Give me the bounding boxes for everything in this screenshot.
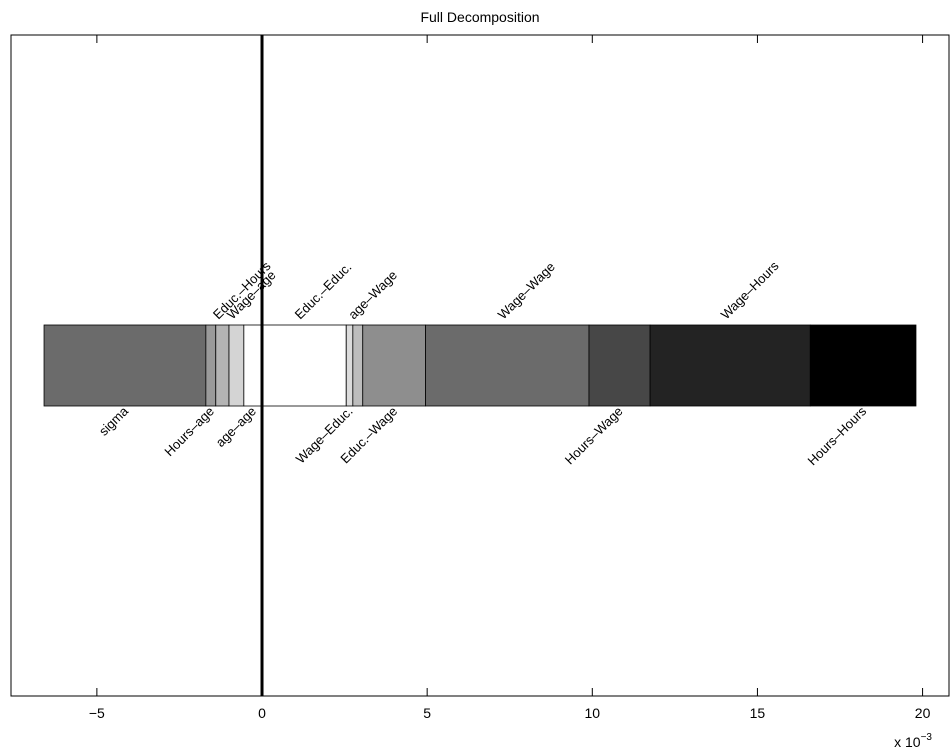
x-tick-label: 20 <box>915 705 931 721</box>
segment-label: age–Wage <box>345 267 400 322</box>
segment-label: Hours–Wage <box>562 404 626 468</box>
x-tick-label: 10 <box>585 705 601 721</box>
segment-label: Wage–Wage <box>495 259 558 322</box>
segment-label: Hours–age <box>161 404 217 460</box>
x-scale-exponent: −3 <box>921 732 933 743</box>
bar-segment <box>588 324 651 407</box>
bar-segment <box>362 324 426 407</box>
bar-segment <box>215 324 230 407</box>
x-scale-label: x 10−3 <box>894 732 932 750</box>
segment-label: age–age <box>213 404 259 450</box>
chart-title: Full Decomposition <box>420 9 539 25</box>
bar-segment <box>261 324 347 407</box>
bar-segment <box>649 324 811 407</box>
x-tick-label: 0 <box>258 705 266 721</box>
plot-frame <box>10 34 950 697</box>
segment-label: Wage–Hours <box>718 258 782 322</box>
bar-segment <box>228 324 245 407</box>
segment-label: Educ.–Educ. <box>292 259 355 322</box>
x-tick-label: −5 <box>89 705 105 721</box>
bar-segment <box>345 324 354 407</box>
bar-segment <box>352 324 364 407</box>
x-axis-ticks: −5 0 5 10 15 20 <box>89 35 931 721</box>
x-tick-label: 15 <box>750 705 766 721</box>
bar-segment <box>243 324 263 407</box>
bar-segment <box>809 324 917 407</box>
bar-segment <box>43 324 207 407</box>
bar-segment <box>425 324 590 407</box>
bar-segments <box>43 324 917 407</box>
bar-segment <box>205 324 217 407</box>
x-tick-label: 5 <box>423 705 431 721</box>
segment-label: Hours–Hours <box>804 403 869 468</box>
segment-label: sigma <box>96 403 132 439</box>
